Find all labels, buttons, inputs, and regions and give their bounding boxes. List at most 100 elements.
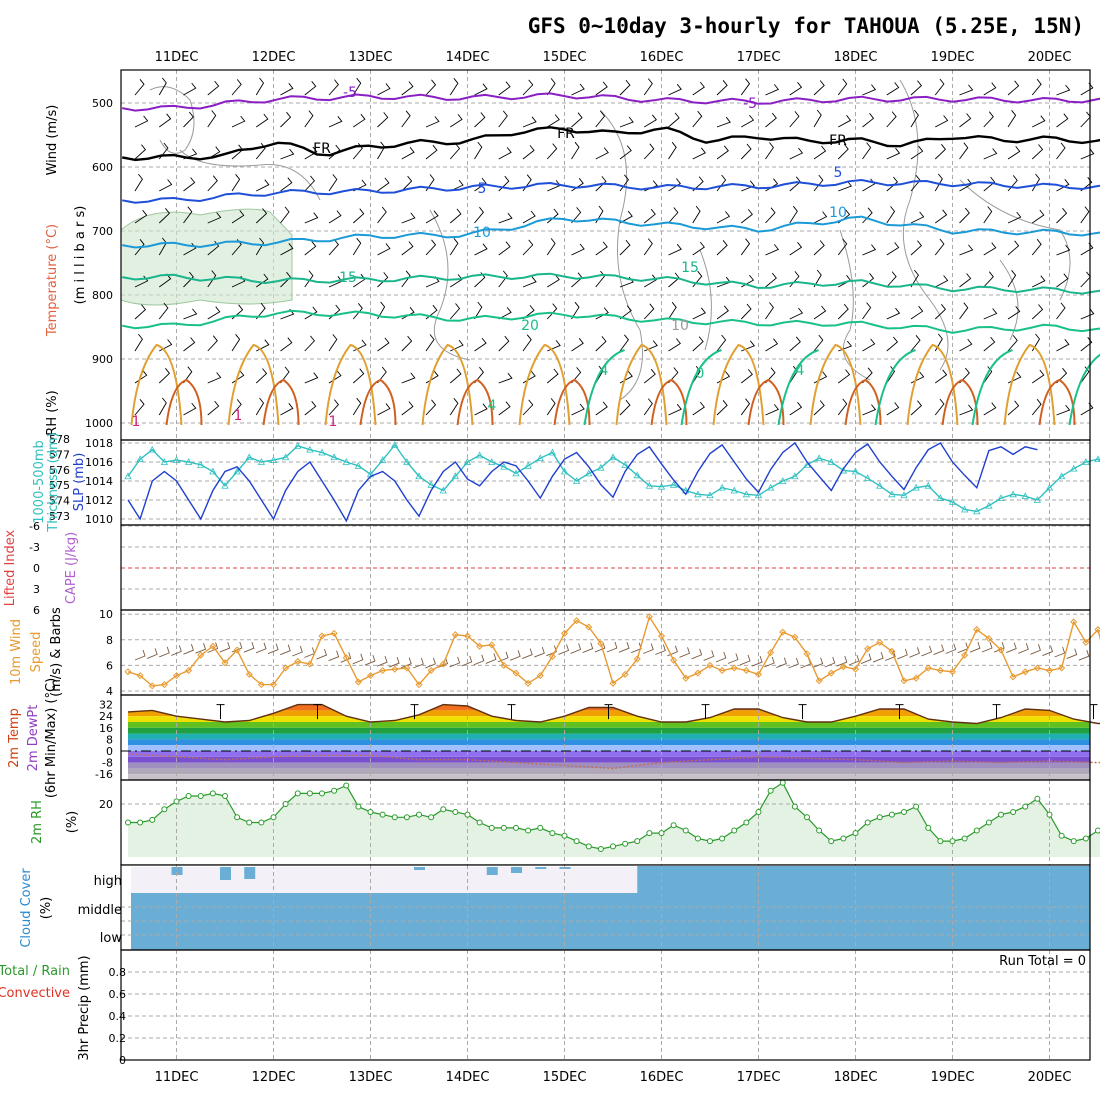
wind-barb [813, 240, 825, 256]
rh-panel: 20 2m RH (%) [30, 779, 1100, 866]
top-date-label: 11DEC [155, 50, 199, 65]
wind-speed-point [839, 663, 847, 671]
thickness-point [948, 498, 957, 505]
wind-speed-point [924, 664, 932, 672]
wind-barb [474, 112, 486, 128]
wind-speed-point [718, 666, 726, 675]
wind-barb [619, 239, 631, 256]
surface-wind-barb [316, 648, 328, 660]
wind-barb [789, 242, 803, 256]
wind-speed-point [524, 679, 532, 687]
wind-barb [158, 113, 172, 128]
low-level-contour [844, 378, 882, 426]
low-level-contour [1003, 343, 1056, 426]
thickness-point [233, 467, 241, 475]
surface-wind-barb [872, 651, 884, 663]
temp-tick: 24 [99, 710, 113, 723]
wind-barb [546, 78, 556, 96]
high-cloud-bar [414, 867, 425, 870]
wind-barb [765, 272, 777, 288]
wind-barb [643, 78, 653, 96]
wind-barb [352, 303, 363, 320]
stability-panel: 6 3 0 -3 -6 Lifted Index CAPE (J/kg) [3, 520, 1091, 617]
wind-speed-point [1009, 673, 1017, 681]
wind-barb [692, 241, 705, 256]
bottom-date-label: 11DEC [155, 1070, 199, 1085]
wind-barb [1007, 211, 1022, 224]
surface-wind-barb [812, 657, 824, 669]
temp-band [128, 756, 1090, 763]
wind-speed-point [1033, 664, 1041, 672]
wind-barb [1056, 404, 1071, 416]
contour-label: FR [313, 141, 331, 157]
wind-barb [401, 146, 415, 160]
thickness-point [148, 445, 156, 453]
wind-barb [716, 305, 729, 320]
temp-band [128, 774, 1090, 780]
surface-wind-barb [352, 653, 364, 665]
wind-barb [668, 272, 680, 288]
wind-barb [207, 400, 220, 416]
wind-barb [644, 274, 657, 288]
thickness-point [718, 483, 726, 491]
wind-barb [328, 239, 339, 256]
thickness-tick: 573 [49, 510, 70, 523]
thickness-point [512, 469, 520, 477]
wind-barb [304, 175, 315, 192]
thickness-point [742, 490, 751, 498]
wind-speed-point [318, 632, 326, 640]
wind-barb [765, 142, 774, 160]
wind-barb [328, 304, 341, 320]
rh-point [719, 835, 726, 842]
surface-wind-barb [691, 648, 703, 660]
surface-wind-barb [655, 644, 666, 655]
low-level-contour [941, 378, 979, 426]
rh-point [258, 819, 265, 826]
wind-barb [377, 272, 389, 288]
thickness-point [888, 490, 896, 498]
thickness-point [378, 456, 387, 463]
surface-wind-barb [1066, 648, 1078, 660]
wind-barb [474, 337, 487, 352]
temp-tick: 8 [106, 733, 113, 746]
bottom-date-label: 12DEC [252, 1070, 296, 1085]
wind-barb [740, 143, 752, 160]
wind-barb [571, 83, 585, 96]
wind-tick: 8 [106, 634, 113, 647]
wind-barb [522, 174, 532, 192]
low-level-contour [262, 378, 300, 426]
isotherm-freezing [121, 126, 1100, 162]
wind-barb [304, 335, 315, 352]
contour-label: 1 [132, 414, 141, 430]
wind-barb [498, 270, 508, 288]
wind-barb [304, 372, 319, 384]
thickness-point [597, 463, 605, 471]
wind-barb [571, 272, 583, 288]
wind-barb [1007, 240, 1020, 256]
surface-wind-barb [195, 643, 207, 654]
surface-wind-barb [183, 644, 194, 655]
rh-point [670, 822, 677, 829]
wind-tick: 10 [99, 608, 113, 621]
rh-point [1082, 835, 1089, 842]
wind-barb [474, 243, 488, 256]
wind-barb [1056, 84, 1071, 96]
wind-barb [1080, 366, 1090, 384]
low-level-contour [680, 349, 722, 426]
pressure-tick: 900 [92, 353, 113, 366]
wind-barb [595, 205, 604, 224]
rh-shaded-area [120, 208, 293, 306]
wind-barb [280, 337, 293, 352]
thickness-point [1021, 492, 1029, 500]
rh-point [173, 798, 180, 805]
temp-minmax-marker [895, 704, 904, 720]
wind-barb [959, 142, 969, 160]
temp-minmax-marker [313, 704, 322, 720]
contour-label: 20 [521, 318, 539, 334]
temp-minmax-marker [701, 704, 710, 720]
rh-point [513, 824, 519, 831]
wind-barb [207, 372, 222, 384]
rh-point [428, 814, 435, 821]
wind-tick: 6 [106, 659, 113, 672]
low-level-contour [421, 343, 474, 426]
